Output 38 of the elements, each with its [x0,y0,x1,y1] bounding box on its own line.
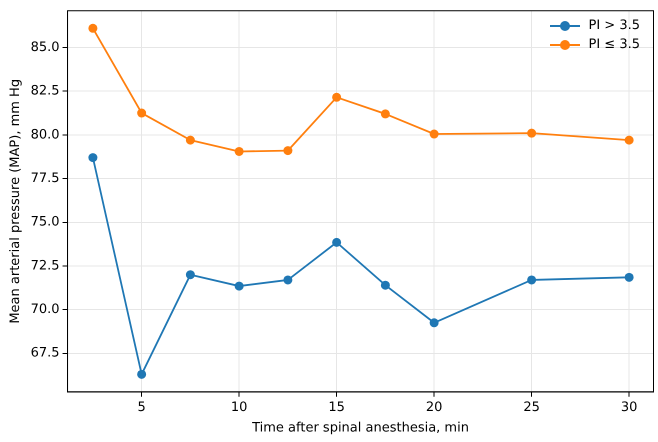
y-tick-label: 67.5 [30,346,60,361]
point [624,272,634,282]
point [332,238,342,247]
x-tick-label: 15 [328,400,345,415]
legend-label: PI > 3.5 [588,18,640,33]
point [234,146,244,156]
point [234,282,244,291]
x-axis-title: Time after spinal anesthesia, min [251,420,469,436]
x-tick-label: 10 [230,400,248,415]
y-tick-label: 72.5 [30,258,60,274]
point [88,24,98,33]
x-tick-label: 30 [620,400,638,415]
y-tick-label: 75.0 [30,214,60,230]
y-tick-label: 77.5 [30,170,60,186]
point [430,318,439,328]
point [332,92,342,102]
y-tick-label: 85.0 [30,40,60,55]
point [137,370,146,379]
y-tick-label: 82.5 [30,84,60,99]
x-tick-label: 25 [523,400,540,415]
point [430,130,439,139]
point [186,136,195,145]
point [137,108,146,118]
point [527,128,536,138]
y-tick-label: 80.0 [30,127,60,142]
point [624,136,634,145]
point [527,275,536,284]
point [380,280,390,290]
x-tick-label: 5 [138,400,146,415]
x-tick-label: 20 [426,400,442,415]
y-axis-title: Mean arterial pressure (MAP), mm Hg [8,78,24,324]
point [283,146,292,156]
point [283,275,292,284]
point [186,270,195,280]
point [380,109,390,118]
y-tick-label: 70.0 [30,302,60,318]
point [88,153,98,162]
legend-label: PI ≤ 3.5 [588,37,640,52]
